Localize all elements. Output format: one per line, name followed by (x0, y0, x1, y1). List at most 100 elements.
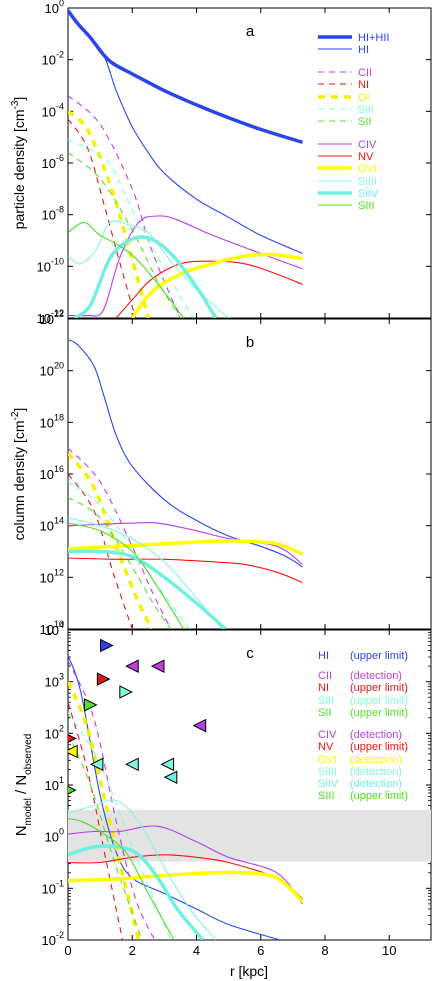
y-tick-label: 1014 (40, 516, 64, 534)
series-line-ovi (68, 870, 304, 903)
marker-siiv (163, 770, 178, 785)
legend-c-status: (detection) (350, 729, 402, 741)
y-tick-label: 10-2 (42, 930, 64, 948)
legend-a-label: HI+HII (358, 32, 389, 44)
series-line-oi (68, 681, 141, 940)
series-line-sii (68, 152, 181, 318)
legend-c-status: (upper limit) (350, 650, 408, 662)
marker-nv (68, 734, 77, 743)
panel-c-ylabel: Nmodel / Nobserved (13, 734, 34, 837)
marker-sii (83, 698, 98, 712)
x-tick-label: 10 (382, 943, 396, 958)
series-line-civ (68, 215, 303, 317)
series-line-siiii (68, 220, 229, 318)
series-line-nv (115, 260, 303, 318)
x-tick-label: 8 (321, 943, 328, 958)
legend-c-status: (detection) (350, 778, 402, 790)
x-tick-label: 4 (193, 943, 200, 958)
panel-a-plot (68, 9, 304, 318)
series-line-civ (68, 521, 303, 565)
series-line-cii (68, 447, 172, 629)
legend-c-ion: CIV (318, 729, 337, 741)
series-line-sii (68, 733, 143, 940)
legend-c-status: (detection) (350, 766, 402, 778)
series-line-siii (68, 818, 175, 940)
legend-c-ion: SiIV (318, 778, 339, 790)
series-line-hi-hii (68, 9, 304, 144)
panel-b-frame (67, 318, 432, 630)
marker-ni (96, 672, 111, 686)
legend-a-label: CII (358, 67, 372, 79)
series-line-hi (68, 655, 281, 940)
series-line-oi (68, 109, 150, 318)
series-line-hi (68, 339, 303, 568)
series-line-ovi (130, 252, 303, 318)
series-line-siiii (68, 799, 217, 940)
legend-a-label: OVI (358, 163, 377, 175)
marker-siii (119, 685, 133, 699)
y-tick-label: 103 (45, 672, 64, 690)
series-line-oi (68, 452, 154, 629)
y-tick-label: 10-4 (42, 101, 64, 119)
marker-civ (192, 718, 207, 733)
y-tick-label: 10-6 (42, 153, 64, 171)
legend-a-label: SiIV (358, 188, 379, 200)
y-tick-label: 100 (45, 0, 64, 16)
legend-c-ion: NV (318, 741, 334, 753)
legend-c-status: (detection) (350, 670, 402, 682)
series-line-siiv (73, 235, 218, 318)
legend-c-ion: SII (318, 707, 331, 719)
legend-c-ion: OVI (318, 754, 337, 766)
panel-c-shaded-band (68, 809, 431, 862)
y-tick-label: 10-8 (42, 205, 64, 223)
y-tick-label: 10-2 (42, 50, 64, 68)
legend-a-label: CIV (358, 139, 377, 151)
panel-c-legend: HI (upper limit) CII (detection) NI (upper li… (318, 650, 408, 802)
y-tick-label: 104 (45, 620, 64, 638)
series-line-hi (68, 10, 303, 254)
legend-a-label: SiIII (358, 176, 377, 188)
series-line-siii (68, 712, 172, 940)
panel-a-ylabel: particle density [cm-3] (10, 97, 27, 230)
panel-b-letter: b (246, 334, 254, 351)
series-line-ovi (68, 539, 304, 556)
legend-c-status: (upper limit) (350, 707, 408, 719)
x-axis-label: r [kpc] (230, 963, 268, 979)
legend-c-ion: SiIII (318, 766, 337, 778)
series-line-civ (68, 825, 303, 905)
marker-cii (150, 659, 165, 673)
legend-a-label: NI (358, 79, 369, 91)
marker-hi (100, 638, 114, 653)
series-line-siiv (68, 844, 205, 940)
series-line-siiii (68, 517, 223, 629)
y-tick-label: 10-10 (37, 256, 64, 274)
series-line-siii (68, 522, 185, 629)
legend-a-label: SiII (358, 104, 374, 116)
y-tick-label: 101 (45, 775, 64, 793)
legend-c-ion: NI (318, 682, 329, 694)
y-tick-label: 1010 (40, 619, 64, 637)
y-tick-label: 1020 (40, 361, 64, 379)
legend-c-ion: SiII (318, 695, 334, 707)
legend-a-label: NV (358, 151, 374, 163)
legend-a-label: HI (358, 44, 369, 56)
marker-ovi (68, 744, 78, 759)
series-line-siii (68, 139, 194, 318)
series-line-ni (68, 118, 137, 318)
legend-c-ion: CII (318, 670, 332, 682)
legend-a-label: SII (358, 116, 371, 128)
y-tick-label: 1018 (40, 412, 64, 430)
marker-siiii (89, 757, 104, 772)
legend-c-status: (upper limit) (350, 741, 408, 753)
panel-c-letter: c (246, 645, 254, 662)
series-line-siii (68, 221, 185, 318)
marker-siii (68, 785, 77, 795)
legend-c-ion: HI (318, 650, 329, 662)
legend-c-status: (upper limit) (350, 695, 408, 707)
y-tick-label: 1022 (40, 309, 64, 327)
panel-b-plot (68, 339, 304, 629)
y-tick-label: 102 (45, 723, 64, 741)
legend-a-label: OI (358, 92, 370, 104)
